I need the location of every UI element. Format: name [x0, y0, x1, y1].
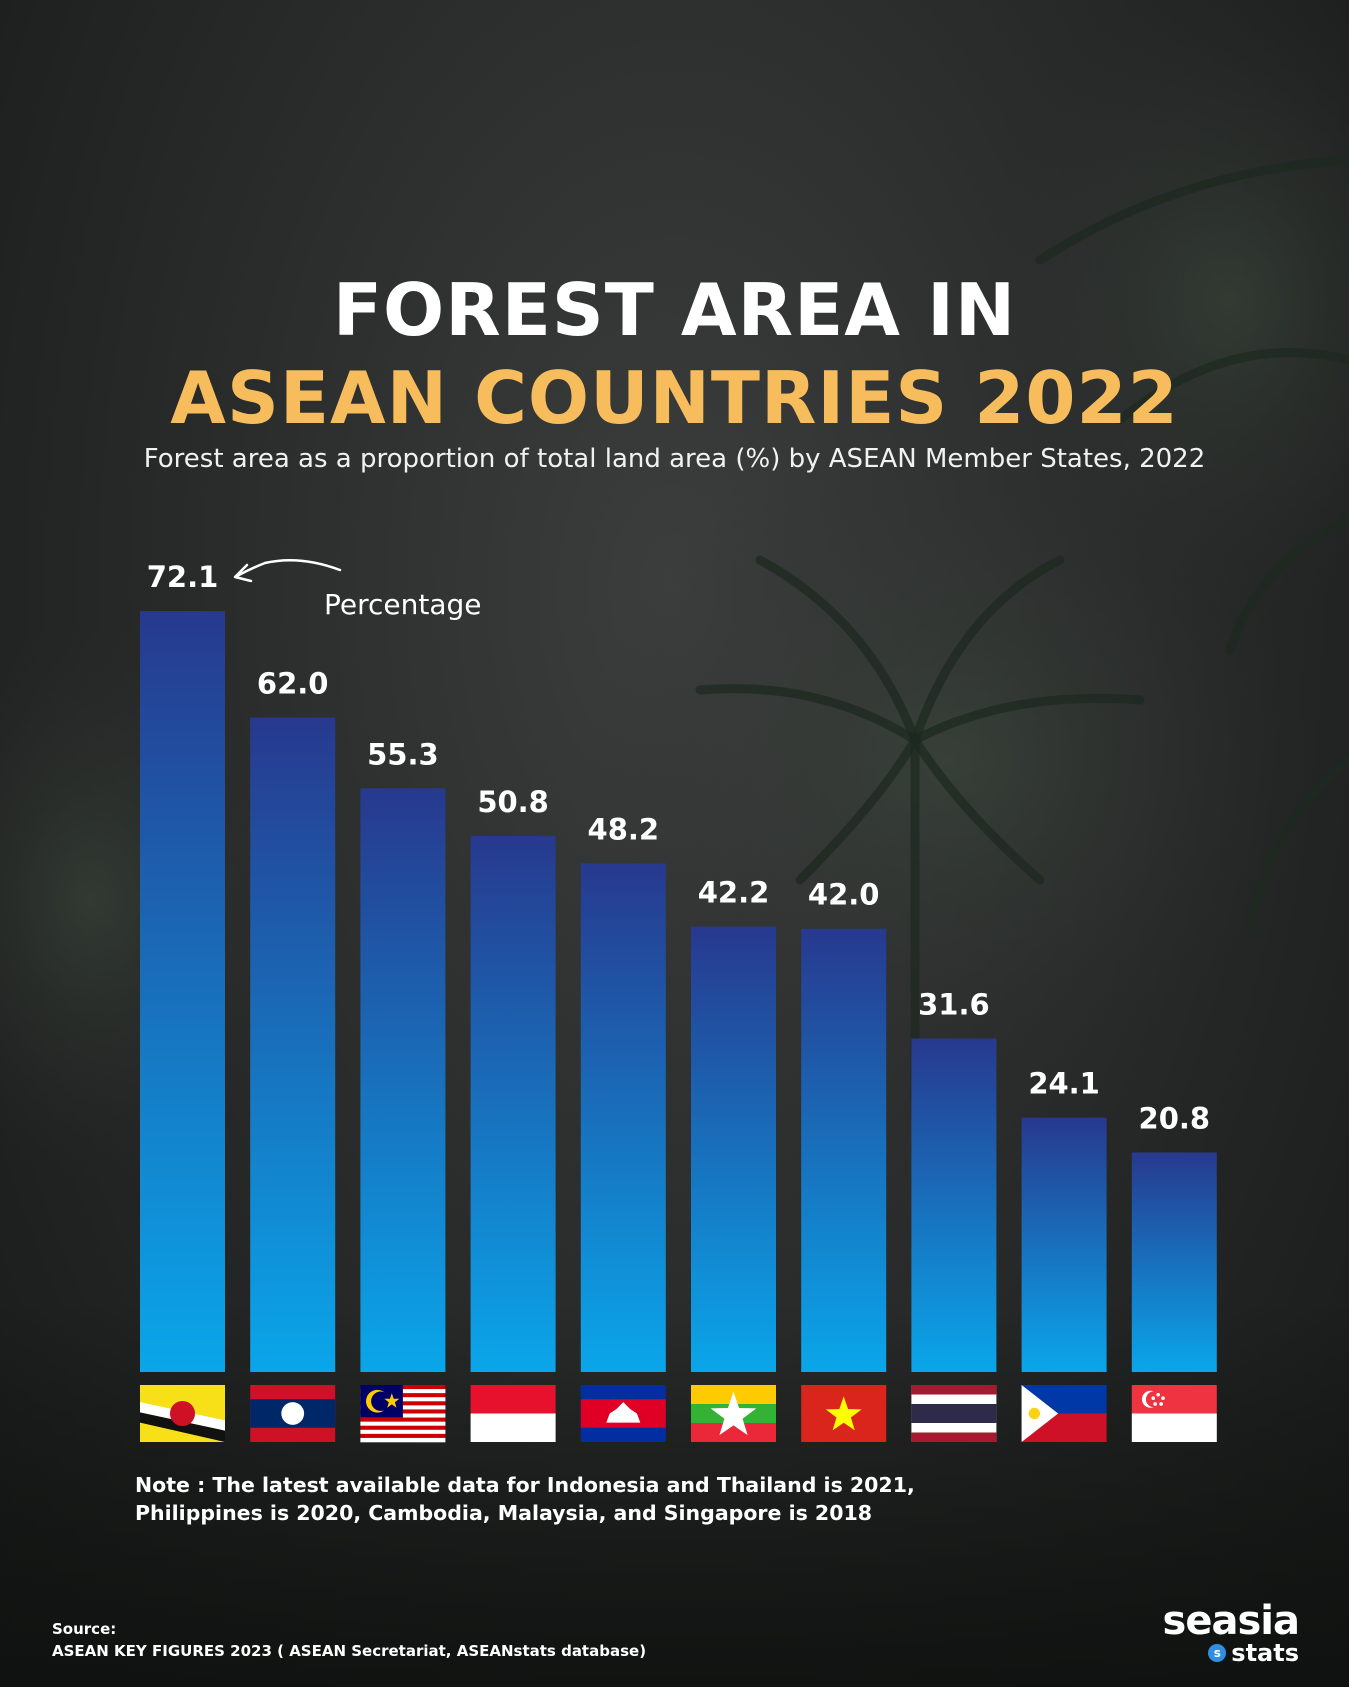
bar-singapore — [1131, 1152, 1217, 1372]
annotation-arrow — [235, 558, 342, 578]
flag-malaysia-icon — [360, 1385, 446, 1443]
value-label-indonesia: 50.8 — [477, 785, 549, 819]
flag-brunei-icon — [140, 1385, 225, 1442]
flag-singapore-icon — [1131, 1385, 1217, 1442]
brand-icon: s — [1208, 1644, 1227, 1662]
note-line-2: Philippines is 2020, Cambodia, Malaysia,… — [135, 1501, 872, 1525]
bar-malaysia — [360, 788, 446, 1372]
bar-indonesia — [470, 835, 556, 1372]
annotation-label: Percentage — [324, 588, 482, 621]
bar-philippines — [1021, 1117, 1107, 1372]
chart-title-line1: FOREST AREA IN — [332, 268, 1017, 352]
source-label: Source: — [52, 1620, 117, 1638]
bar-thailand — [911, 1038, 997, 1372]
value-label-thailand: 31.6 — [918, 988, 990, 1022]
value-label-myanmar: 42.2 — [698, 876, 770, 910]
percentage-annotation: Percentage — [233, 558, 482, 621]
brand-name: seasia — [1162, 1598, 1300, 1644]
bar-cambodia — [580, 863, 666, 1372]
chart-title-line2: ASEAN COUNTRIES 2022 — [170, 356, 1179, 440]
value-label-laos: 62.0 — [257, 667, 329, 701]
chart-note: Note : The latest available data for Ind… — [135, 1471, 1035, 1527]
value-label-vietnam: 42.0 — [808, 878, 880, 912]
value-label-brunei: 72.1 — [147, 560, 219, 594]
bar-myanmar — [691, 926, 776, 1372]
bar-laos — [250, 717, 336, 1372]
flag-philippines-icon — [1021, 1385, 1107, 1442]
flag-myanmar-icon — [691, 1385, 776, 1442]
bar-vietnam — [801, 928, 887, 1372]
value-label-cambodia: 48.2 — [588, 812, 660, 846]
bar-brunei — [140, 611, 225, 1372]
source-text: ASEAN KEY FIGURES 2023 ( ASEAN Secretari… — [52, 1642, 647, 1660]
brand-logo: seasia s stats — [1162, 1598, 1300, 1667]
value-label-philippines: 24.1 — [1028, 1067, 1100, 1101]
brand-subname: stats — [1231, 1639, 1299, 1667]
flag-thailand-icon — [911, 1385, 997, 1442]
flag-indonesia-icon — [470, 1385, 556, 1442]
flag-laos-icon — [250, 1385, 336, 1442]
flag-vietnam-icon — [801, 1385, 887, 1442]
note-line-1: Note : The latest available data for Ind… — [135, 1473, 915, 1497]
value-label-malaysia: 55.3 — [367, 737, 439, 771]
value-label-singapore: 20.8 — [1139, 1102, 1211, 1136]
annotation-arrowhead — [233, 563, 253, 583]
flag-cambodia-icon — [580, 1385, 666, 1442]
chart-subtitle: Forest area as a proportion of total lan… — [143, 444, 1206, 474]
